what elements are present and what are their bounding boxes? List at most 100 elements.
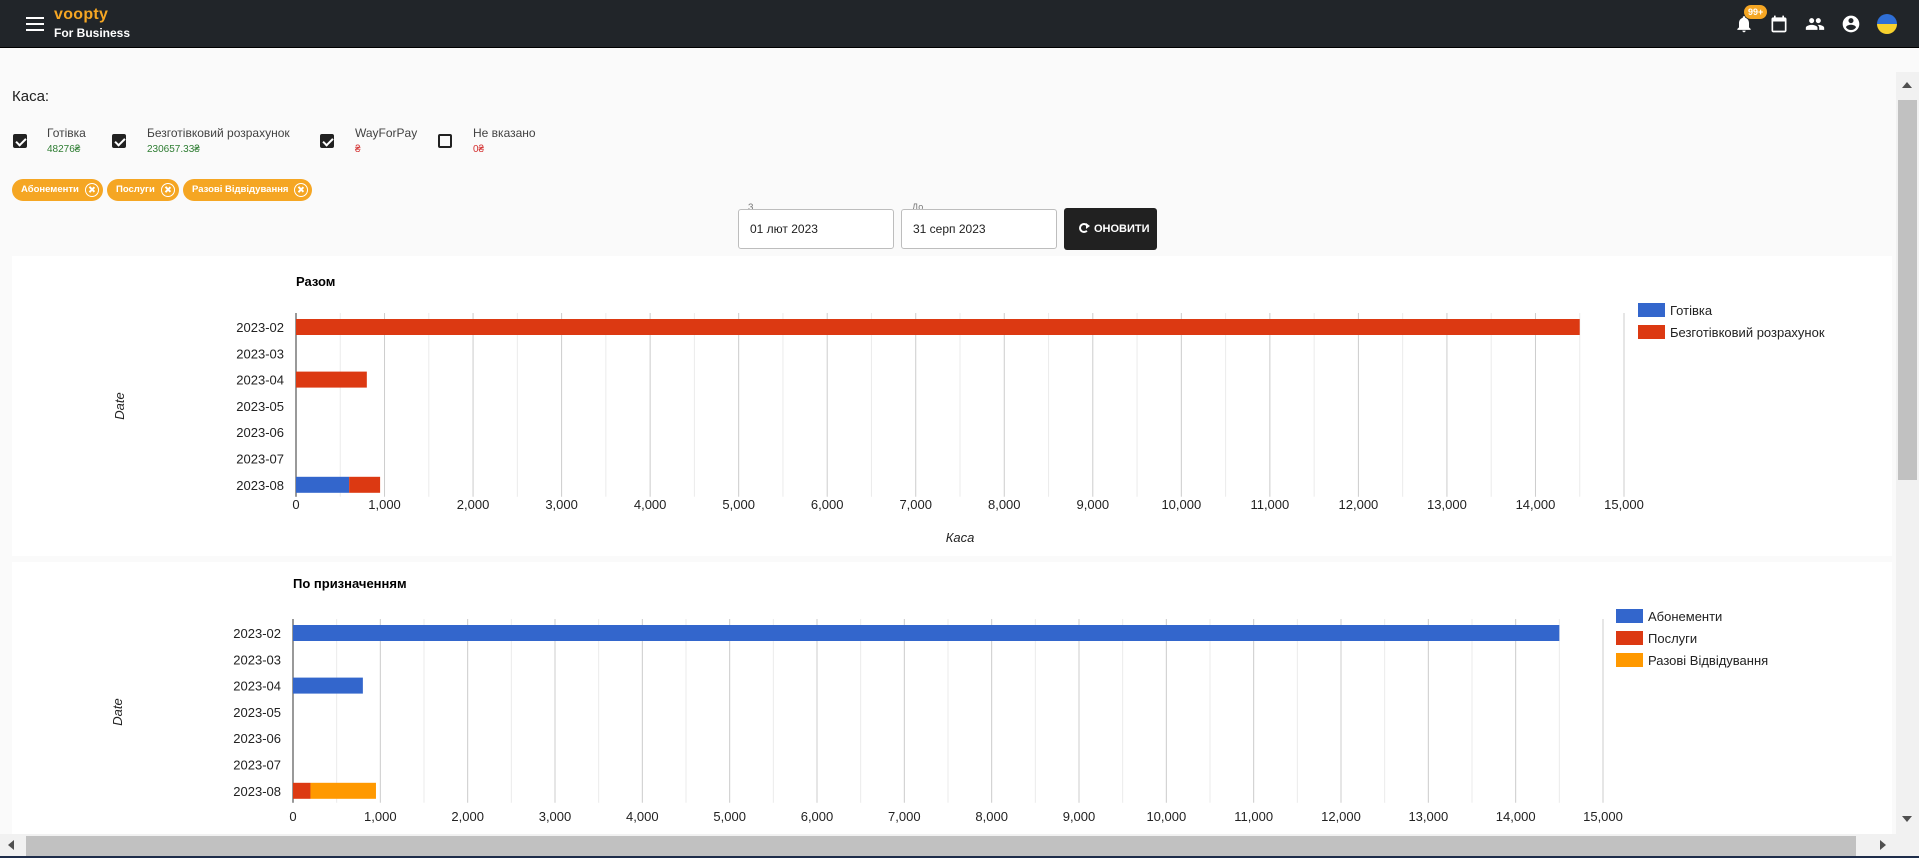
legend-label: Послуги (1648, 631, 1697, 646)
scroll-left-arrow-icon[interactable] (8, 840, 14, 850)
bar (293, 782, 311, 799)
checkbox-not-specified[interactable] (438, 134, 452, 148)
vertical-scrollbar-thumb[interactable] (1898, 100, 1917, 480)
category-label: 2023-08 (233, 784, 281, 799)
scrollbar-corner (1896, 834, 1919, 858)
method-label-not-specified: Не вказано (473, 126, 536, 140)
brand-name[interactable]: voopty (54, 6, 109, 23)
checkbox-wayforpay[interactable] (320, 134, 334, 148)
chart-panel-purpose: По призначенням 2023-02 2023-03 2023-04 2023… (12, 562, 1892, 834)
tick-label: 12,000 (1321, 809, 1361, 824)
tick-label: 1,000 (364, 809, 397, 824)
chip-label: Послуги (116, 184, 155, 195)
tick-label: 7,000 (899, 497, 932, 512)
chart-title: Разом (296, 274, 335, 289)
tick-label: 6,000 (811, 497, 844, 512)
chart-title: По призначенням (293, 576, 407, 591)
method-amount-not-specified: 0₴ (473, 144, 485, 155)
legend-swatch (1616, 609, 1643, 623)
refresh-button[interactable]: ОНОВИТИ (1064, 208, 1157, 250)
tick-label: 3,000 (539, 809, 572, 824)
tick-label: 7,000 (888, 809, 921, 824)
date-to-input[interactable]: 31 серп 2023 (901, 209, 1057, 249)
close-icon[interactable] (84, 183, 99, 197)
tick-label: 2,000 (457, 497, 490, 512)
users-icon[interactable] (1805, 14, 1825, 34)
tick-label: 13,000 (1427, 497, 1467, 512)
bar (293, 625, 1560, 641)
category-label: 2023-03 (236, 346, 284, 361)
category-label: 2023-07 (233, 758, 281, 773)
tick-label: 0 (292, 497, 299, 512)
tick-label: 13,000 (1408, 809, 1448, 824)
brand-subtitle: For Business (54, 26, 131, 40)
chart-panel-total: Разом 2023-02 2023-03 2023-04 2023-05 2023-06… (12, 256, 1892, 556)
tick-label: 15,000 (1583, 809, 1623, 824)
tick-label: 6,000 (801, 809, 834, 824)
tick-label: 0 (289, 809, 296, 824)
category-label: 2023-05 (236, 399, 284, 414)
scroll-right-arrow-icon[interactable] (1880, 840, 1886, 850)
bar (296, 476, 350, 493)
chart-by-purpose: По призначенням 2023-02 2023-03 2023-04 2023… (110, 576, 1768, 824)
date-from-input[interactable]: 01 лют 2023 (738, 209, 894, 249)
method-amount-wayforpay: ₴ (355, 144, 361, 155)
chip-subscriptions[interactable]: Абонементи (12, 179, 103, 201)
checkbox-cash[interactable] (13, 134, 27, 148)
chip-services[interactable]: Послуги (107, 179, 179, 201)
tick-label: 9,000 (1077, 497, 1110, 512)
close-icon[interactable] (294, 183, 309, 197)
checkbox-cashless[interactable] (112, 134, 126, 148)
top-bar: voopty For Business 99+ (0, 0, 1919, 48)
category-label: 2023-04 (236, 373, 284, 388)
bar (310, 782, 376, 799)
method-amount-cash: 48276₴ (47, 144, 81, 155)
category-label: 2023-05 (233, 705, 281, 720)
tick-label: 3,000 (545, 497, 578, 512)
tick-label: 10,000 (1161, 497, 1201, 512)
y-axis-label: Date (112, 392, 127, 419)
menu-icon[interactable] (26, 17, 44, 31)
bar (349, 476, 381, 493)
x-axis-label: Каса (946, 530, 975, 545)
legend-swatch (1616, 653, 1643, 667)
bar (293, 677, 363, 694)
chip-single-visits[interactable]: Разові Відвідування (183, 179, 313, 201)
scroll-down-arrow-icon[interactable] (1902, 816, 1912, 822)
tick-label: 1,000 (368, 497, 401, 512)
category-label: 2023-08 (236, 478, 284, 493)
tick-label: 8,000 (975, 809, 1008, 824)
bell-icon[interactable] (1734, 14, 1754, 34)
calendar-icon[interactable] (1769, 14, 1789, 34)
method-label-cashless: Безготівковий розрахунок (147, 126, 290, 140)
tick-label: 4,000 (634, 497, 667, 512)
tick-label: 4,000 (626, 809, 659, 824)
chip-label: Разові Відвідування (192, 184, 289, 195)
chart-total: Разом 2023-02 2023-03 2023-04 2023-05 2023-06… (112, 274, 1825, 545)
tick-label: 10,000 (1146, 809, 1186, 824)
ukraine-flag-icon[interactable] (1877, 14, 1897, 34)
account-icon[interactable] (1841, 14, 1861, 34)
tick-label: 5,000 (722, 497, 755, 512)
category-label: 2023-02 (233, 626, 281, 641)
category-label: 2023-06 (233, 731, 281, 746)
tick-label: 2,000 (451, 809, 484, 824)
method-label-wayforpay: WayForPay (355, 126, 418, 140)
category-label: 2023-06 (236, 425, 284, 440)
close-icon[interactable] (160, 183, 175, 197)
tick-label: 14,000 (1496, 809, 1536, 824)
legend-label: Безготівковий розрахунок (1670, 325, 1825, 340)
tick-label: 5,000 (713, 809, 746, 824)
refresh-icon (1079, 223, 1090, 233)
cash-label: Каса: (12, 88, 50, 105)
scroll-up-arrow-icon[interactable] (1902, 82, 1912, 88)
category-label: 2023-04 (233, 679, 281, 694)
refresh-button-label: ОНОВИТИ (1094, 223, 1150, 235)
legend-label: Готівка (1670, 303, 1713, 318)
tick-label: 8,000 (988, 497, 1021, 512)
category-label: 2023-03 (233, 652, 281, 667)
tick-label: 9,000 (1063, 809, 1096, 824)
horizontal-scrollbar-thumb[interactable] (26, 836, 1856, 856)
bar (296, 319, 1580, 335)
date-from-label: З (748, 202, 754, 212)
